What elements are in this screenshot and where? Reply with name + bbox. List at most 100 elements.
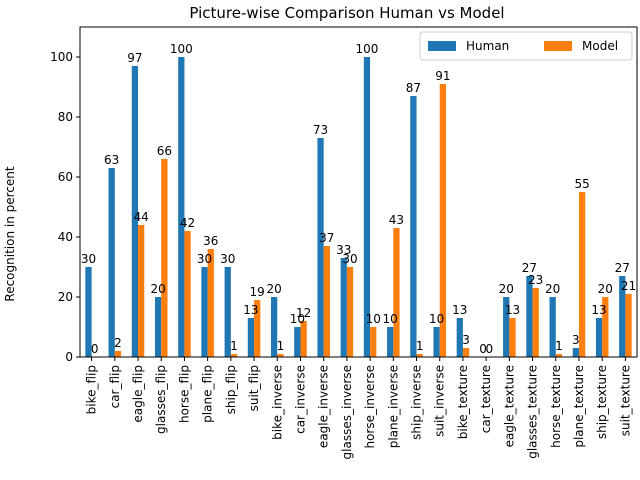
y-tick-label: 40 bbox=[58, 230, 73, 244]
bar-human-eagle_inverse bbox=[317, 138, 324, 357]
x-tick-label-suit_texture: suit_texture bbox=[618, 365, 632, 436]
bar-label-human-plane_inverse: 10 bbox=[383, 312, 398, 326]
bar-model-eagle_texture bbox=[509, 318, 516, 357]
y-axis-label: Recognition in percent bbox=[3, 166, 17, 301]
x-tick-label-horse_texture: horse_texture bbox=[549, 365, 563, 448]
bar-label-human-bike_texture: 13 bbox=[452, 303, 467, 317]
x-tick-label-ship_texture: ship_texture bbox=[595, 365, 609, 439]
x-tick-label-horse_inverse: horse_inverse bbox=[363, 365, 377, 449]
bar-label-model-bike_inverse: 1 bbox=[277, 339, 285, 353]
bar-human-horse_inverse bbox=[363, 57, 371, 357]
bar-label-human-plane_texture: 3 bbox=[572, 333, 580, 347]
plot-frame bbox=[79, 26, 638, 358]
bar-label-human-horse_inverse: 100 bbox=[356, 42, 379, 56]
bar-model-glasses_flip bbox=[161, 159, 168, 357]
bar-model-ship_texture bbox=[602, 297, 609, 357]
bar-label-model-glasses_flip: 66 bbox=[157, 144, 172, 158]
legend-label-model: Model bbox=[582, 39, 618, 53]
bar-label-human-bike_inverse: 20 bbox=[266, 282, 281, 296]
x-tick-label-glasses_texture: glasses_texture bbox=[526, 365, 540, 459]
x-tick-label-plane_texture: plane_texture bbox=[572, 365, 586, 448]
bar-label-human-eagle_inverse: 73 bbox=[313, 123, 328, 137]
y-tick-label: 100 bbox=[50, 50, 73, 64]
legend-swatch-human bbox=[428, 41, 456, 51]
bar-label-model-ship_inverse: 1 bbox=[416, 339, 424, 353]
bar-label-model-horse_inverse: 10 bbox=[366, 312, 381, 326]
x-tick-label-glasses_flip: glasses_flip bbox=[154, 365, 168, 434]
bar-human-ship_flip bbox=[224, 267, 231, 357]
bar-model-plane_texture bbox=[578, 192, 586, 357]
bar-label-human-suit_inverse: 10 bbox=[429, 312, 444, 326]
bar-label-model-bike_texture: 3 bbox=[462, 333, 470, 347]
legend-box bbox=[419, 31, 633, 61]
bar-label-human-eagle_flip: 97 bbox=[127, 51, 142, 65]
bar-human-horse_flip bbox=[178, 57, 185, 357]
bar-label-human-horse_flip: 100 bbox=[170, 42, 193, 56]
x-tick-label-suit_inverse: suit_inverse bbox=[433, 365, 447, 437]
bar-model-car_flip bbox=[114, 351, 122, 357]
x-tick-label-ship_inverse: ship_inverse bbox=[410, 365, 424, 440]
x-tick-label-bike_texture: bike_texture bbox=[456, 365, 470, 439]
bar-label-model-car_inverse: 12 bbox=[296, 306, 311, 320]
legend: Human Model bbox=[419, 31, 633, 61]
bar-label-model-car_flip: 2 bbox=[114, 336, 122, 350]
bar-human-plane_inverse bbox=[387, 327, 394, 357]
bar-human-suit_flip bbox=[247, 318, 255, 357]
bar-label-model-eagle_inverse: 37 bbox=[319, 231, 334, 245]
y-tick-label: 0 bbox=[65, 350, 73, 364]
bar-model-horse_texture bbox=[555, 354, 563, 357]
bar-model-eagle_flip bbox=[138, 225, 145, 357]
bar-human-plane_flip bbox=[201, 267, 208, 357]
bar-human-horse_texture bbox=[549, 297, 556, 357]
x-tick-label-plane_inverse: plane_inverse bbox=[386, 365, 400, 448]
bar-model-horse_inverse bbox=[370, 327, 377, 357]
bar-human-ship_inverse bbox=[410, 96, 417, 357]
bar-label-human-suit_flip: 13 bbox=[243, 303, 258, 317]
bar-label-model-plane_flip: 36 bbox=[203, 234, 218, 248]
bar-label-human-horse_texture: 20 bbox=[545, 282, 560, 296]
bar-human-plane_texture bbox=[572, 348, 579, 357]
bar-label-model-ship_flip: 1 bbox=[230, 339, 238, 353]
bar-label-model-glasses_texture: 23 bbox=[528, 273, 543, 287]
bar-human-bike_inverse bbox=[271, 297, 278, 357]
bar-human-car_inverse bbox=[294, 327, 301, 357]
bar-label-model-ship_texture: 20 bbox=[598, 282, 613, 296]
bar-label-model-plane_texture: 55 bbox=[574, 177, 589, 191]
bar-label-human-glasses_flip: 20 bbox=[150, 282, 165, 296]
y-tick-label: 20 bbox=[58, 290, 73, 304]
bar-model-bike_inverse bbox=[277, 354, 284, 357]
x-tick-label-car_texture: car_texture bbox=[479, 365, 493, 433]
bar-human-bike_flip bbox=[85, 267, 92, 357]
bar-human-glasses_texture bbox=[526, 276, 533, 357]
x-tick-label-plane_flip: plane_flip bbox=[201, 365, 215, 423]
bar-model-plane_inverse bbox=[393, 228, 400, 357]
bar-label-model-suit_texture: 21 bbox=[621, 279, 636, 293]
bar-model-bike_texture bbox=[462, 348, 470, 357]
bar-human-eagle_flip bbox=[131, 66, 139, 357]
bar-human-ship_texture bbox=[595, 318, 603, 357]
bar-human-suit_texture bbox=[619, 276, 626, 357]
bar-label-human-car_texture: 0 bbox=[479, 342, 487, 356]
bar-label-human-bike_flip: 30 bbox=[81, 252, 96, 266]
x-tick-label-ship_flip: ship_flip bbox=[224, 365, 238, 414]
x-tick-label-suit_flip: suit_flip bbox=[247, 365, 261, 411]
bar-label-human-ship_texture: 13 bbox=[591, 303, 606, 317]
chart-title: Picture-wise Comparison Human vs Model bbox=[189, 4, 504, 22]
x-tick-label-car_inverse: car_inverse bbox=[293, 365, 307, 434]
x-tick-label-car_flip: car_flip bbox=[108, 365, 122, 408]
bar-label-model-car_texture: 0 bbox=[485, 342, 493, 356]
bar-label-human-ship_inverse: 87 bbox=[406, 81, 421, 95]
bar-label-model-glasses_inverse: 30 bbox=[342, 252, 357, 266]
bar-human-car_flip bbox=[108, 168, 115, 357]
bar-label-model-horse_flip: 42 bbox=[180, 216, 195, 230]
bar-label-human-glasses_texture: 27 bbox=[522, 261, 537, 275]
bar-label-model-horse_texture: 1 bbox=[555, 339, 563, 353]
bar-human-glasses_inverse bbox=[340, 258, 347, 357]
bar-model-glasses_inverse bbox=[346, 267, 354, 357]
bar-model-horse_flip bbox=[184, 231, 191, 357]
bar-label-model-suit_flip: 19 bbox=[250, 285, 265, 299]
bar-model-suit_inverse bbox=[439, 84, 446, 357]
bar-human-glasses_flip bbox=[154, 297, 162, 357]
bar-human-bike_texture bbox=[456, 318, 463, 357]
